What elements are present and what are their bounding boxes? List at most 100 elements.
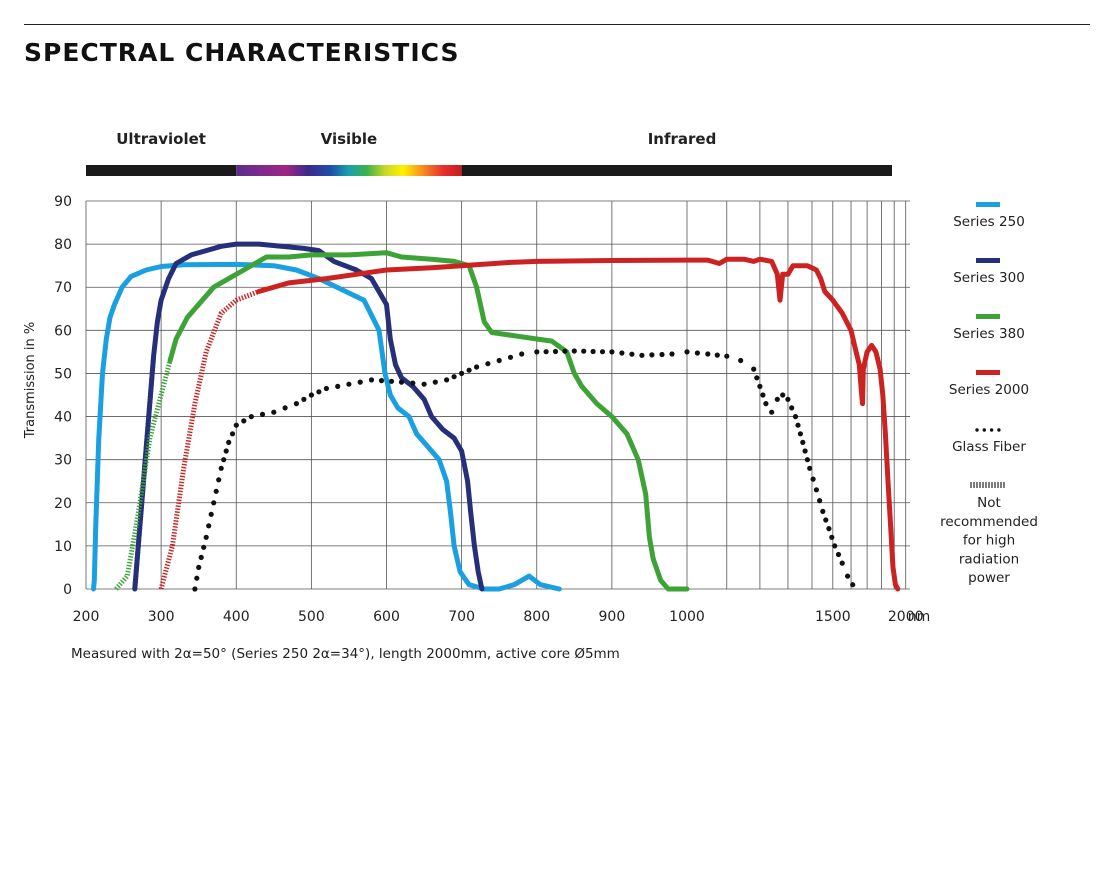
glass-fiber-dot (810, 476, 816, 482)
glass-fiber-dot (705, 351, 711, 357)
glass-fiber-dot (216, 477, 222, 483)
glass-fiber-dot (308, 392, 314, 398)
y-tick-label-0: 0 (63, 582, 72, 598)
glass-fiber-dot (802, 448, 808, 454)
glass-fiber-dot (813, 487, 820, 493)
glass-fiber-dot (845, 573, 851, 579)
spectrum-segment-1 (236, 165, 462, 176)
glass-fiber-dot (754, 375, 760, 381)
y-tick-label-40: 40 (54, 410, 72, 426)
series-250-legend-label: Series 250 (953, 214, 1025, 230)
glass-fiber-dot (839, 560, 845, 566)
glass-fiber-dot (629, 351, 635, 357)
glass-fiber-dot (218, 465, 224, 471)
y-tick-label-80: 80 (54, 237, 72, 253)
glass-fiber-dot (571, 348, 577, 354)
glass-fiber-dot (485, 361, 491, 367)
measurement-footnote: Measured with 2α=50° (Series 250 2α=34°)… (71, 646, 620, 662)
glass-fiber-dot (684, 349, 690, 355)
glass-fiber-dot (795, 422, 801, 428)
x-tick-label-800: 800 (523, 609, 550, 625)
glass-fiber-dot (751, 366, 757, 372)
series-250-legend-swatch (976, 202, 1000, 207)
glass-fiber-dot (323, 385, 329, 392)
glass-fiber-dot (459, 370, 465, 376)
glass-fiber-dot (474, 364, 480, 370)
glass-fiber-dot (850, 582, 856, 588)
glass-fiber-dot (388, 378, 395, 384)
glass-fiber-dot (421, 381, 427, 387)
glass-fiber-dot (757, 383, 763, 389)
series-380-not-recommended-line (114, 359, 173, 591)
glass-fiber-dot (201, 544, 207, 550)
glass-fiber-dot (519, 351, 525, 357)
glass-fiber-dot (206, 523, 212, 529)
glass-fiber-dot (451, 374, 457, 380)
glass-fiber-dot (226, 439, 232, 445)
glass-fiber-dot (192, 586, 198, 592)
band-label-infrared: Infrared (648, 130, 717, 148)
glass-fiber-dot (797, 431, 804, 437)
series-250-line (91, 261, 562, 592)
page-title: SPECTRAL CHARACTERISTICS (24, 38, 460, 67)
band-labels: Ultraviolet Visible Infrared (116, 130, 716, 148)
glass-fiber-dot (444, 377, 450, 383)
glass-fiber-dot (694, 350, 701, 356)
glass-fiber-dot (203, 534, 209, 540)
glass-fiber-dot (823, 517, 829, 523)
series-2000-legend-label: Series 2000 (949, 382, 1029, 398)
glass-fiber-dot (282, 405, 288, 411)
glass-fiber-dot (780, 392, 786, 398)
not-recommended-for-high-radiation-power-legend-label: power (968, 570, 1010, 586)
glass-fiber-dot (807, 465, 813, 471)
glass-fiber-dot (248, 414, 254, 420)
glass-fiber-dot (800, 439, 806, 445)
glass-fiber-dot (233, 422, 239, 428)
series-300-legend-swatch (976, 258, 1000, 263)
band-label-ultraviolet: Ultraviolet (116, 130, 206, 148)
not-recommended-for-high-radiation-power-legend-label: Not (977, 495, 1001, 511)
glass-fiber-legend-swatch (989, 428, 994, 432)
glass-fiber-dot (496, 357, 502, 364)
not-recommended-for-high-radiation-power-legend-label: radiation (959, 551, 1019, 567)
glass-fiber-dot (293, 401, 299, 407)
glass-fiber-dot (194, 575, 200, 581)
not-recommended-for-high-radiation-power-legend-label: for high (963, 533, 1015, 549)
glass-fiber-dot (335, 383, 341, 389)
glass-fiber-dot (581, 348, 587, 354)
glass-fiber-dot (211, 500, 217, 506)
series-2000-line (256, 256, 901, 592)
glass-fiber-dot (196, 564, 202, 571)
y-tick-label-60: 60 (54, 323, 72, 339)
spectrum-bar (86, 165, 892, 176)
series-2000-not-recommended-line (158, 289, 260, 590)
series-380-legend-label: Series 380 (953, 326, 1025, 342)
y-tick-label-20: 20 (54, 496, 72, 512)
glass-fiber-legend-swatch (997, 428, 1001, 432)
glass-fiber-dot (316, 389, 322, 395)
band-label-visible: Visible (321, 130, 378, 148)
glass-fiber-dot (208, 511, 214, 517)
glass-fiber-dot (804, 457, 811, 463)
glass-fiber-dot (562, 348, 568, 354)
glass-fiber-dot (259, 411, 266, 417)
series-lines (91, 241, 901, 592)
glass-fiber-dot (221, 457, 227, 463)
glass-fiber-dot (466, 367, 472, 373)
y-tick-label-10: 10 (54, 539, 72, 555)
glass-fiber-legend-swatch (975, 428, 979, 432)
glass-fiber-dot (724, 353, 730, 359)
glass-fiber-dot (213, 488, 219, 494)
glass-fiber-dot (714, 352, 720, 358)
spectrum-segment-2 (461, 165, 892, 176)
glass-fiber-dot (760, 392, 766, 398)
glass-fiber-dot (829, 534, 835, 540)
glass-fiber-dot (599, 349, 606, 355)
glass-fiber-dot (198, 554, 204, 561)
glass-fiber-dot (378, 378, 385, 384)
glass-fiber-dot (590, 348, 596, 355)
glass-fiber-dot (659, 351, 665, 358)
y-axis-label: Transmission in % (23, 322, 38, 439)
spectrum-segment-0 (86, 165, 237, 176)
x-tick-label-900: 900 (599, 609, 626, 625)
